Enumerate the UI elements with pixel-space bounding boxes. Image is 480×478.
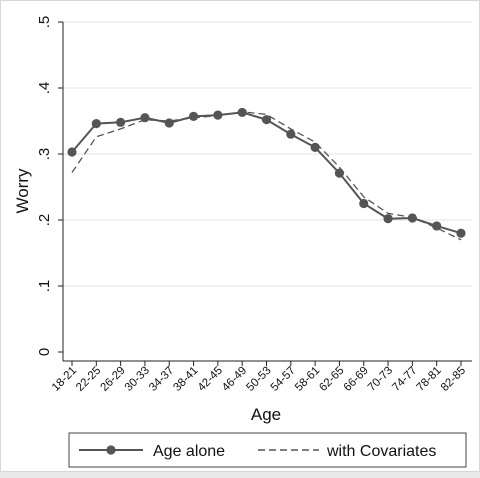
y-tick-label: 0: [36, 348, 53, 356]
data-point: [67, 147, 77, 157]
x-tick-label: 58-61: [293, 365, 322, 394]
series-layer: [67, 107, 466, 241]
x-tick-label: 26-29: [98, 365, 127, 394]
x-tick-label: 18-21: [50, 365, 79, 394]
data-point: [383, 214, 393, 224]
x-tick-label: 42-45: [196, 365, 225, 394]
data-point: [188, 111, 199, 121]
data-point: [261, 115, 272, 125]
y-tick-label: .2: [36, 214, 53, 227]
legend-label-with-covariates: with Covariates: [326, 443, 436, 460]
x-tick-label: 62-65: [317, 365, 346, 394]
x-tick-label: 50-53: [244, 365, 273, 394]
y-ticks: 0 .1 .2 .3 .4 .5: [36, 16, 63, 356]
x-tick-label: 34-37: [147, 365, 176, 394]
y-tick-label: .3: [36, 148, 53, 161]
data-point: [286, 129, 296, 139]
x-tick-label: 46-49: [220, 365, 249, 394]
x-tick-label: 38-41: [171, 365, 200, 394]
data-point: [334, 168, 345, 178]
x-tick-label: 54-57: [269, 365, 298, 394]
x-tick-label: 78-81: [415, 365, 444, 394]
legend-marker-age-alone: [106, 445, 116, 455]
y-tick-label: .5: [36, 16, 53, 29]
x-tick-label: 82-85: [439, 365, 468, 394]
x-tick-label: 22-25: [74, 365, 103, 394]
plot-area: [63, 22, 472, 360]
x-tick-label: 66-69: [342, 365, 371, 394]
data-point: [359, 198, 369, 209]
legend: Age alone with Covariates: [68, 432, 467, 468]
gridlines: [63, 21, 472, 287]
data-point: [164, 118, 174, 128]
y-axis-label: Worry: [13, 168, 32, 214]
data-point: [310, 142, 320, 152]
x-tick-label: 30-33: [123, 365, 152, 394]
x-axis-label: Age: [251, 405, 281, 424]
data-point: [116, 117, 126, 127]
y-tick-label: .1: [36, 280, 53, 293]
x-tick-label: 74-77: [390, 365, 419, 394]
data-point: [432, 221, 442, 231]
data-point: [456, 228, 466, 238]
y-tick-label: .4: [36, 82, 53, 95]
data-point: [91, 119, 101, 129]
x-ticks: 18-2122-2526-2930-3334-3738-4142-4546-49…: [50, 361, 468, 394]
x-tick-label: 70-73: [366, 365, 395, 394]
legend-label-age-alone: Age alone: [153, 443, 225, 460]
